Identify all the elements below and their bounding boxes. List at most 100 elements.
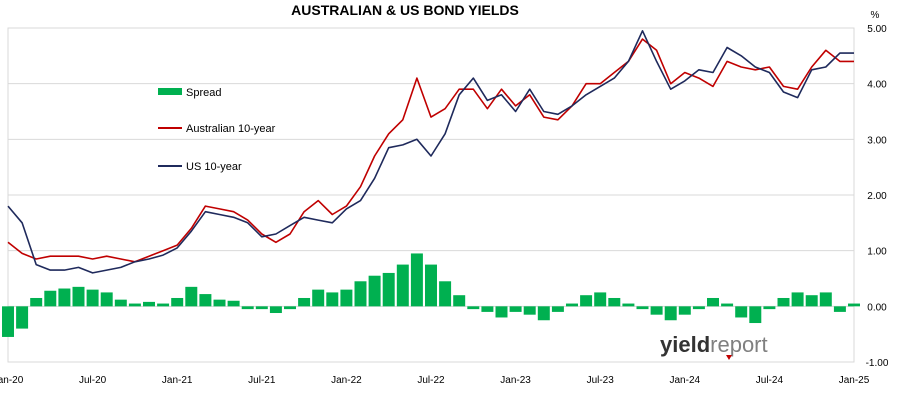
y-tick-label: 3.00 — [867, 135, 887, 146]
spread-bar — [791, 292, 804, 307]
spread-bar — [284, 306, 296, 310]
spread-bar — [481, 306, 494, 312]
spread-bar — [410, 253, 423, 307]
spread-bar — [58, 288, 71, 307]
spread-bar — [777, 297, 790, 307]
y-tick-label: 5.00 — [867, 24, 887, 35]
spread-bar — [157, 303, 170, 307]
spread-bar — [114, 299, 127, 307]
spread-bar — [340, 289, 353, 307]
spread-bar — [213, 299, 226, 307]
spread-bar — [44, 290, 57, 307]
spread-bar — [721, 303, 734, 307]
legend-label-spread: Spread — [186, 87, 221, 99]
x-tick-label: Jul-23 — [587, 375, 615, 386]
spread-bar — [805, 295, 818, 307]
spread-bar — [551, 306, 564, 312]
spread-bar — [30, 297, 43, 307]
spread-bar — [241, 306, 254, 310]
spread-bar — [354, 281, 367, 307]
spread-bar — [185, 286, 198, 307]
spread-bar — [86, 289, 99, 307]
y-tick-label: -1.00 — [866, 358, 889, 369]
spread-bar — [495, 306, 508, 318]
spread-bar — [326, 292, 339, 307]
yield-lines — [7, 29, 854, 274]
spread-bar — [255, 306, 268, 310]
x-axis-ticks: Jan-20 Jul-20 Jan-21 Jul-21 Jan-22 Jul-22 Jan-… — [0, 375, 870, 386]
spread-bar — [396, 264, 409, 307]
spread-bar — [269, 306, 282, 314]
series-line-australian-10-year — [7, 38, 854, 263]
spread-bar — [143, 301, 155, 307]
spread-bar — [580, 295, 593, 307]
spread-bar — [72, 286, 85, 307]
logo-marker-icon — [726, 355, 732, 360]
spread-bar — [622, 303, 635, 307]
spread-bar — [368, 275, 381, 307]
spread-bar — [298, 297, 311, 307]
legend-item-spread: Spread — [158, 87, 221, 99]
spread-bar — [509, 306, 522, 312]
spread-bar — [2, 306, 14, 337]
logo-text-light: report — [710, 332, 767, 357]
legend: Spread Australian 10-year US 10-year — [158, 87, 276, 173]
yieldreport-logo: yieldreport — [660, 332, 768, 360]
x-tick-label: Jul-20 — [79, 375, 107, 386]
y-tick-label: 4.00 — [867, 80, 887, 91]
y-tick-label: 0.00 — [867, 302, 887, 313]
y-tick-label: 1.00 — [867, 247, 887, 258]
x-tick-label: Jan-21 — [162, 375, 193, 386]
legend-swatch-spread — [158, 88, 182, 95]
x-tick-label: Jan-23 — [500, 375, 531, 386]
spread-bar — [664, 306, 677, 321]
x-tick-label: Jan-20 — [0, 375, 24, 386]
spread-bar — [819, 292, 832, 307]
x-tick-label: Jul-22 — [417, 375, 445, 386]
spread-bar — [453, 295, 466, 307]
spread-bar — [467, 306, 480, 310]
spread-bar — [312, 289, 325, 307]
spread-bar — [128, 303, 141, 307]
spread-bar — [735, 306, 748, 318]
spread-bar — [608, 297, 621, 307]
x-tick-label: Jul-24 — [756, 375, 784, 386]
spread-bar — [848, 303, 860, 307]
spread-bar — [763, 306, 776, 310]
spread-bar — [382, 272, 395, 307]
x-tick-label: Jan-25 — [839, 375, 870, 386]
logo-text-dark: yield — [660, 332, 710, 357]
spread-bar — [678, 306, 691, 315]
x-tick-label: Jul-21 — [248, 375, 276, 386]
spread-bars — [2, 253, 860, 337]
spread-bar — [566, 303, 578, 307]
y-axis-ticks: 5.00 4.00 3.00 2.00 1.00 0.00 -1.00 — [866, 24, 889, 369]
spread-bar — [833, 306, 846, 312]
spread-bar — [692, 306, 705, 310]
spread-bar — [100, 292, 113, 307]
spread-bar — [171, 297, 184, 307]
spread-bar — [707, 297, 719, 307]
legend-item-us-10-year: US 10-year — [158, 161, 242, 173]
chart-title: AUSTRALIAN & US BOND YIELDS — [291, 2, 519, 18]
spread-bar — [523, 306, 536, 315]
spread-bar — [16, 306, 29, 329]
spread-bar — [439, 281, 452, 307]
spread-bar — [636, 306, 649, 310]
y-axis-unit-label: % — [871, 10, 880, 21]
spread-bar — [650, 306, 663, 315]
spread-bar — [227, 300, 240, 307]
series-line-us-10-year — [7, 29, 854, 274]
legend-item-australian-10-year: Australian 10-year — [158, 123, 276, 135]
spread-bar — [749, 306, 762, 324]
logo-text: yieldreport — [660, 332, 768, 357]
spread-bar — [537, 306, 550, 321]
y-tick-label: 2.00 — [867, 191, 887, 202]
spread-bar — [425, 264, 437, 307]
x-tick-label: Jan-22 — [331, 375, 362, 386]
x-tick-label: Jan-24 — [670, 375, 701, 386]
legend-label-us-10-year: US 10-year — [186, 161, 242, 173]
legend-label-australian-10-year: Australian 10-year — [186, 123, 276, 135]
spread-bar — [594, 292, 607, 307]
